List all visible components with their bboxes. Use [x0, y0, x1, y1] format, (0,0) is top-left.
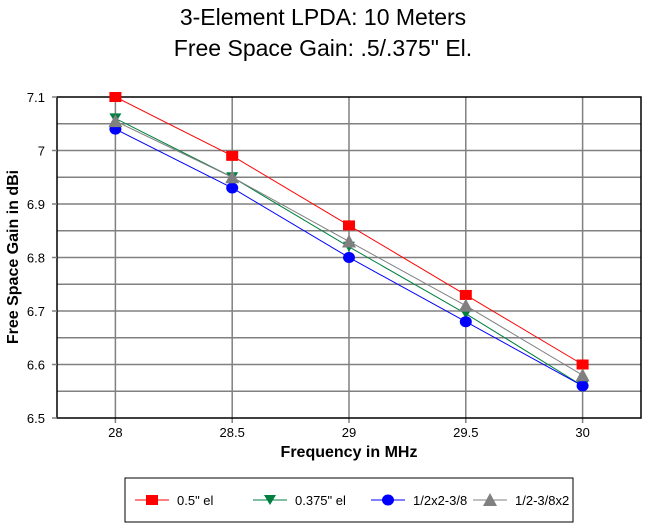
data-point: [458, 298, 473, 312]
x-axis-label: Frequency in MHz: [281, 444, 418, 461]
data-point: [108, 114, 123, 128]
legend-item: 1/2-3/8x2: [473, 493, 569, 508]
data-point: [225, 170, 240, 184]
series-4: [108, 114, 590, 382]
data-point: [459, 289, 472, 300]
data-point: [576, 380, 589, 392]
legend-marker: [382, 494, 394, 506]
data-point: [576, 359, 589, 370]
legend-marker: [146, 495, 158, 505]
legend-label: 1/2x2-3/8: [413, 493, 467, 508]
legend-label: 0.5" el: [177, 493, 214, 508]
x-tick-label: 28.5: [220, 425, 245, 440]
y-tick-label: 7.1: [27, 90, 45, 105]
legend-item: 0.375" el: [253, 493, 346, 508]
legend-item: 1/2x2-3/8: [371, 493, 467, 508]
legend: 0.5" el 0.375" el 1/2x2-3/8 1/2-3/8x2: [135, 493, 569, 508]
data-point: [342, 234, 356, 248]
series-1: [109, 92, 589, 370]
legend-label: 0.375" el: [295, 493, 346, 508]
y-tick-label: 6.6: [27, 358, 45, 373]
series-group: [108, 92, 590, 392]
data-point: [575, 368, 590, 382]
y-tick-label: 6.7: [27, 304, 45, 319]
legend-marker: [483, 493, 497, 506]
y-tick-label: 7: [38, 144, 45, 159]
chart-subtitle: Free Space Gain: .5/.375" El.: [174, 35, 472, 61]
y-tick-label: 6.5: [27, 411, 45, 426]
y-axis-label: Free Space Gain in dBi: [5, 170, 22, 344]
data-point: [343, 252, 355, 263]
legend-item: 0.5" el: [135, 493, 214, 508]
x-tick-label: 29: [342, 425, 356, 440]
x-axis-ticks: 28 28.5 29 29.5 30: [108, 425, 590, 440]
x-tick-label: 29.5: [453, 425, 478, 440]
series-3: [109, 123, 589, 392]
data-point: [226, 150, 239, 161]
legend-marker: [264, 495, 276, 505]
y-axis-ticks: 6.5 6.6 6.7 6.8 6.9 7 7.1: [27, 90, 57, 426]
data-point: [459, 316, 472, 328]
data-point: [109, 92, 122, 102]
y-tick-label: 6.9: [27, 197, 45, 212]
chart-title: 3-Element LPDA: 10 Meters: [180, 4, 466, 30]
x-tick-label: 28: [108, 425, 122, 440]
y-tick-label: 6.8: [27, 251, 45, 266]
legend-label: 1/2-3/8x2: [515, 493, 569, 508]
data-point: [343, 220, 355, 231]
x-tick-label: 30: [575, 425, 589, 440]
data-point: [226, 182, 239, 194]
